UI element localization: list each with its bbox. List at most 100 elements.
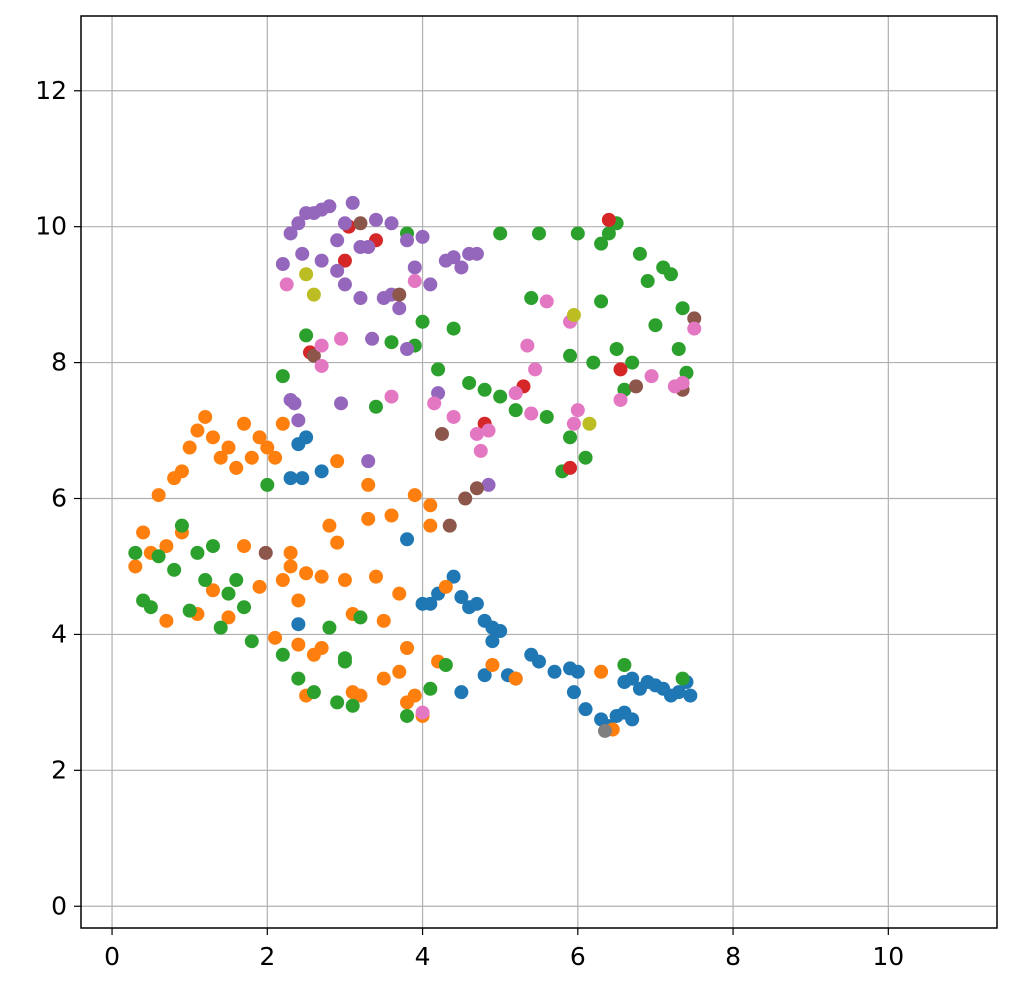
scatter-point — [407, 688, 422, 703]
scatter-point — [423, 518, 438, 533]
scatter-point — [260, 477, 275, 492]
scatter-point — [337, 216, 352, 231]
scatter-point — [617, 658, 632, 673]
scatter-point — [337, 651, 352, 666]
scatter-point — [438, 658, 453, 673]
scatter-point — [407, 274, 422, 289]
scatter-point — [481, 477, 496, 492]
scatter-point — [485, 658, 500, 673]
scatter-point — [330, 454, 345, 469]
scatter-point — [244, 634, 259, 649]
grid — [81, 16, 997, 928]
scatter-point — [322, 199, 337, 214]
x-tick-label: 4 — [415, 942, 431, 971]
scatter-point — [268, 450, 283, 465]
scatter-point — [205, 583, 220, 598]
scatter-point — [415, 229, 430, 244]
scatter-point — [601, 226, 616, 241]
scatter-point — [586, 355, 601, 370]
scatter-point — [334, 331, 349, 346]
scatter-point — [268, 630, 283, 645]
scatter-point — [427, 396, 442, 411]
scatter-point — [221, 610, 236, 625]
scatter-point — [237, 539, 252, 554]
scatter-point — [314, 358, 329, 373]
scatter-point — [407, 488, 422, 503]
scatter-point — [213, 450, 228, 465]
scatter-point — [345, 195, 360, 210]
scatter-point — [675, 375, 690, 390]
scatter-point — [547, 664, 562, 679]
scatter-point — [423, 498, 438, 513]
scatter-point — [675, 671, 690, 686]
scatter-point — [578, 450, 593, 465]
x-tick-label: 8 — [725, 942, 741, 971]
scatter-point — [198, 573, 213, 588]
scatter-point — [469, 596, 484, 611]
scatter-point — [446, 321, 461, 336]
scatter-point — [291, 216, 306, 231]
scatter-point — [291, 617, 306, 632]
scatter-point — [434, 426, 449, 441]
scatter-point — [221, 586, 236, 601]
scatter-point — [337, 277, 352, 292]
scatter-point — [384, 508, 399, 523]
scatter-point — [570, 403, 585, 418]
scatter-point — [594, 294, 609, 309]
scatter-point — [485, 634, 500, 649]
scatter-point — [594, 664, 609, 679]
scatter-point — [508, 403, 523, 418]
scatter-point — [252, 430, 267, 445]
scatter-point — [400, 341, 415, 356]
scatter-point — [431, 362, 446, 377]
scatter-point — [570, 664, 585, 679]
scatter-point — [454, 685, 469, 700]
points — [128, 195, 702, 738]
scatter-point — [407, 260, 422, 275]
scatter-point — [283, 471, 298, 486]
scatter-point — [283, 559, 298, 574]
scatter-point — [629, 379, 644, 394]
scatter-point — [174, 518, 189, 533]
scatter-point — [182, 603, 197, 618]
scatter-point — [205, 539, 220, 554]
scatter-point — [368, 569, 383, 584]
scatter-point — [493, 389, 508, 404]
scatter-point — [613, 362, 628, 377]
scatter-point — [229, 460, 244, 475]
scatter-point — [601, 212, 616, 227]
scatter-point — [174, 464, 189, 479]
scatter-point — [295, 471, 310, 486]
scatter-point — [469, 426, 484, 441]
scatter-point — [454, 260, 469, 275]
scatter-point — [423, 277, 438, 292]
scatter-point — [446, 569, 461, 584]
scatter-point — [275, 416, 290, 431]
scatter-point — [306, 287, 321, 302]
scatter-point — [368, 212, 383, 227]
scatter-point — [159, 613, 174, 628]
scatter-point — [625, 671, 640, 686]
scatter-point — [136, 525, 151, 540]
scatter-point — [275, 369, 290, 384]
y-tick-label: 0 — [51, 891, 67, 920]
scatter-point — [528, 362, 543, 377]
x-tick-label: 2 — [259, 942, 275, 971]
scatter-point — [283, 226, 298, 241]
scatter-point — [376, 671, 391, 686]
scatter-point — [299, 566, 314, 581]
scatter-point — [353, 610, 368, 625]
scatter-point — [128, 545, 143, 560]
scatter-point — [190, 423, 205, 438]
scatter-point — [539, 409, 554, 424]
scatter-point — [400, 641, 415, 656]
scatter-point — [594, 236, 609, 251]
scatter-point — [275, 257, 290, 272]
scatter-point — [532, 654, 546, 669]
scatter-point — [365, 331, 380, 346]
scatter-point — [337, 573, 352, 588]
scatter-point — [205, 430, 220, 445]
scatter-point — [237, 416, 252, 431]
scatter-point — [283, 545, 298, 560]
scatter-point — [524, 291, 539, 306]
